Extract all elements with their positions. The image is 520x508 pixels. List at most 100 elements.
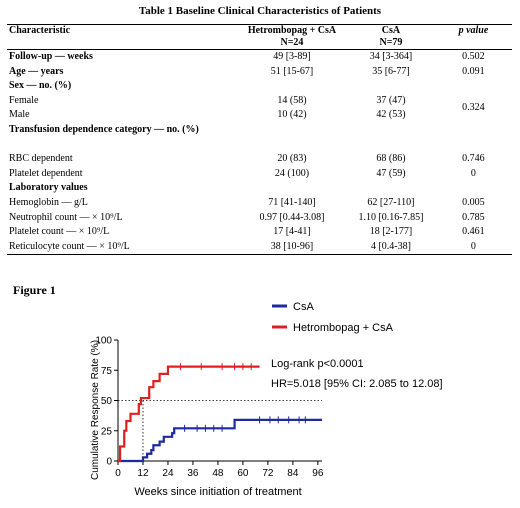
header-characteristic: Characteristic: [7, 24, 237, 37]
row-group2-value: 34 [3-364]: [369, 51, 413, 62]
header-group1-n: N=24: [236, 37, 348, 50]
row-pvalue: 0: [470, 167, 476, 179]
row-label: Follow-up — weeks: [9, 51, 93, 62]
table-row: Follow-up — weeks 49 [3-89] 34 [3-364] 0…: [7, 50, 512, 65]
x-tick-label: 60: [237, 468, 249, 479]
x-tick-label: 0: [115, 468, 121, 479]
row-group1-value: 38 [10-96]: [236, 239, 348, 256]
row-pvalue: 0.005: [462, 196, 485, 208]
row-group1-value: [237, 181, 347, 196]
table-row: Neutrophil count — × 10⁹/L 0.97 [0.44-3.…: [7, 211, 512, 226]
table-row: Laboratory values: [7, 181, 512, 196]
legend-label-hetrombopag: Hetrombopag + CsA: [293, 322, 394, 334]
row-label: Platelet dependent: [9, 167, 83, 179]
chart-axes: 0 25 50 75 100 0 12 24 36 48 60 72 84 96: [95, 336, 324, 480]
row-label: Age — years: [9, 65, 64, 77]
row-group1-value: 17 [4-41]: [273, 226, 311, 238]
table-row: Age — years 51 [15-67] 35 [6-77] 0.091: [7, 65, 512, 80]
x-tick-label: 24: [162, 468, 174, 479]
x-tick-label: 84: [287, 468, 299, 479]
y-tick-label: 25: [101, 426, 113, 437]
y-axis-label: Cumulative Response Rate (%): [90, 340, 101, 480]
km-chart: 0 25 50 75 100 0 12 24 36 48 60 72 84 96 Cumulative R…: [90, 301, 443, 498]
row-group1-value: [237, 123, 347, 138]
row-label: Reticulocyte count — × 10⁹/L: [7, 239, 237, 256]
x-tick-label: 96: [312, 468, 324, 479]
row-pvalue: [435, 181, 512, 196]
row-group1-value: 24 (100): [274, 167, 310, 179]
table-row: Platelet dependent 24 (100) 47 (59) 0: [7, 167, 512, 182]
y-tick-label: 100: [95, 336, 112, 347]
row-pvalue: [435, 79, 512, 94]
row-label: Female: [9, 94, 39, 106]
baseline-table: Characteristic Hetrombopag + CsA CsA p v…: [7, 24, 512, 256]
series-line-hetrombopag: [118, 365, 260, 463]
row-group2-value: [347, 123, 435, 138]
row-pvalue: 0.324: [462, 102, 485, 114]
row-label: Platelet count — × 10⁹/L: [9, 226, 110, 238]
logrank-annotation: Log-rank p<0.0001: [271, 358, 364, 370]
header-group2-n: N=79: [347, 37, 435, 50]
row-label: Sex — no. (%): [9, 80, 72, 92]
row-label: RBC dependent: [9, 153, 73, 165]
row-label: Male: [9, 109, 30, 121]
table-row: Female 14 (58) 37 (47) 0.324: [7, 94, 512, 113]
table-row: Male 10 (42) 42 (53): [7, 108, 512, 123]
y-tick-label: 50: [101, 396, 113, 407]
row-group1-value: 14 (58): [277, 94, 307, 106]
row-group1-value: 51 [15-67]: [270, 65, 314, 77]
table-row: Reticulocyte count — × 10⁹/L 38 [10-96] …: [7, 239, 512, 256]
row-group1-value: 20 (83): [277, 153, 307, 165]
row-group2-value: 35 [6-77]: [372, 65, 410, 77]
row-group1-value: 10 (42): [277, 109, 307, 121]
row-pvalue: 0.746: [462, 153, 485, 165]
row-label: Transfusion dependence category — no. (%…: [9, 123, 199, 135]
header-group2: CsA: [347, 24, 435, 37]
row-group1-value: 71 [41-140]: [268, 196, 316, 208]
row-label: Laboratory values: [9, 182, 88, 194]
row-group2-value: 47 (59): [376, 167, 406, 179]
row-group1-value: [237, 79, 347, 94]
chart-marks: [118, 363, 322, 463]
table-title: Table 1 Baseline Clinical Characteristic…: [138, 5, 382, 17]
row-pvalue: 0.785: [462, 211, 485, 223]
table-row: Sex — no. (%): [7, 79, 512, 94]
x-tick-label: 48: [212, 468, 224, 479]
table-row: RBC dependent 20 (83) 68 (86) 0.746: [7, 152, 512, 167]
header-blank-p: [434, 37, 512, 50]
row-group2-value: 42 (53): [376, 109, 406, 121]
row-group2-value: [347, 181, 435, 196]
legend-label-csa: CsA: [293, 301, 314, 313]
spacer-cell: [7, 138, 512, 153]
series-line-csa: [118, 418, 322, 463]
row-group2-value: 68 (86): [376, 153, 406, 165]
x-axis-label: Weeks since initiation of treatment: [134, 486, 301, 498]
table-row: Transfusion dependence category — no. (%…: [7, 123, 512, 138]
row-group1-value: 0.97 [0.44-3.08]: [259, 211, 325, 223]
row-label: Hemoglobin — g/L: [9, 196, 88, 208]
y-tick-label: 75: [101, 366, 113, 377]
row-pvalue: 0.502: [462, 51, 485, 62]
row-label: Neutrophil count — × 10⁹/L: [9, 211, 123, 223]
table-spacer: [7, 138, 512, 153]
x-tick-label: 72: [262, 468, 274, 479]
figure-label: Figure 1: [13, 283, 56, 297]
row-group2-value: 62 [27-110]: [367, 196, 415, 208]
table-row: Platelet count — × 10⁹/L 17 [4-41] 18 [2…: [7, 225, 512, 240]
header-group1: Hetrombopag + CsA: [236, 24, 348, 37]
row-group2-value: 18 [2-177]: [369, 226, 413, 238]
row-group2-value: 4 [0.4-38]: [347, 239, 435, 256]
header-blank: [7, 37, 237, 50]
row-pvalue: 0.091: [462, 65, 485, 77]
y-tick-label: 0: [106, 457, 112, 468]
table-row: Hemoglobin — g/L 71 [41-140] 62 [27-110]…: [7, 196, 512, 211]
row-pvalue: 0: [434, 239, 512, 256]
legend: CsA Hetrombopag + CsA: [272, 301, 394, 334]
hr-annotation: HR=5.018 [95% CI: 2.085 to 12.08]: [271, 378, 443, 390]
row-pvalue: 0.461: [462, 226, 485, 238]
header-pvalue: p value: [434, 24, 512, 37]
x-tick-label: 12: [137, 468, 149, 479]
row-group2-value: [347, 79, 435, 94]
row-group2-value: 37 (47): [376, 94, 406, 106]
